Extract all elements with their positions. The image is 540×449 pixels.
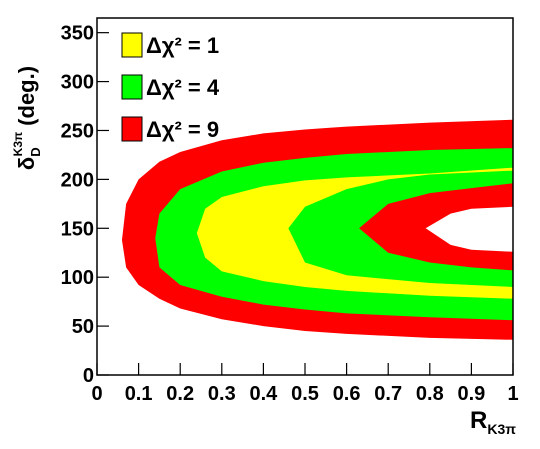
x-tick-label: 0.7 (374, 383, 402, 405)
x-axis-label: RK3π (470, 407, 516, 437)
y-tick-label: 0 (83, 365, 94, 387)
legend-label: Δχ² = 9 (146, 117, 219, 142)
y-tick-label: 150 (61, 218, 94, 240)
x-label-sub: K3π (487, 421, 516, 437)
contour-region (196, 167, 513, 299)
x-tick-label: 0.3 (208, 383, 236, 405)
x-tick-label: 1 (507, 383, 518, 405)
y-tick-label: 300 (61, 72, 94, 94)
y-label-unit: (deg.) (14, 66, 39, 126)
y-axis-label: δDK3π (deg.) (11, 66, 43, 170)
y-tick-label: 200 (61, 169, 94, 191)
legend-label: Δχ² = 4 (146, 75, 220, 100)
x-tick-label: 0.5 (291, 383, 319, 405)
legend-label: Δχ² = 1 (146, 33, 219, 58)
y-tick-label: 50 (72, 316, 94, 338)
x-tick-label: 0.4 (249, 383, 278, 405)
x-tick-label: 0.9 (457, 383, 485, 405)
legend-swatch (121, 116, 143, 142)
y-tick-label: 350 (61, 23, 94, 45)
x-tick-label: 0.1 (125, 383, 153, 405)
y-tick-label: 100 (61, 267, 94, 289)
legend-swatch (121, 74, 143, 100)
x-label-symbol: R (470, 407, 487, 434)
x-tick-label: 0.6 (333, 383, 361, 405)
x-tick-label: 0.2 (166, 383, 194, 405)
x-tick-label: 0.8 (416, 383, 444, 405)
y-label-sub: D (28, 147, 43, 156)
x-tick-label: 0 (91, 383, 102, 405)
legend-swatch (121, 32, 143, 58)
y-label-sup: K3π (11, 132, 25, 157)
y-tick-label: 250 (61, 120, 94, 142)
y-label-symbol: δ (14, 157, 39, 170)
